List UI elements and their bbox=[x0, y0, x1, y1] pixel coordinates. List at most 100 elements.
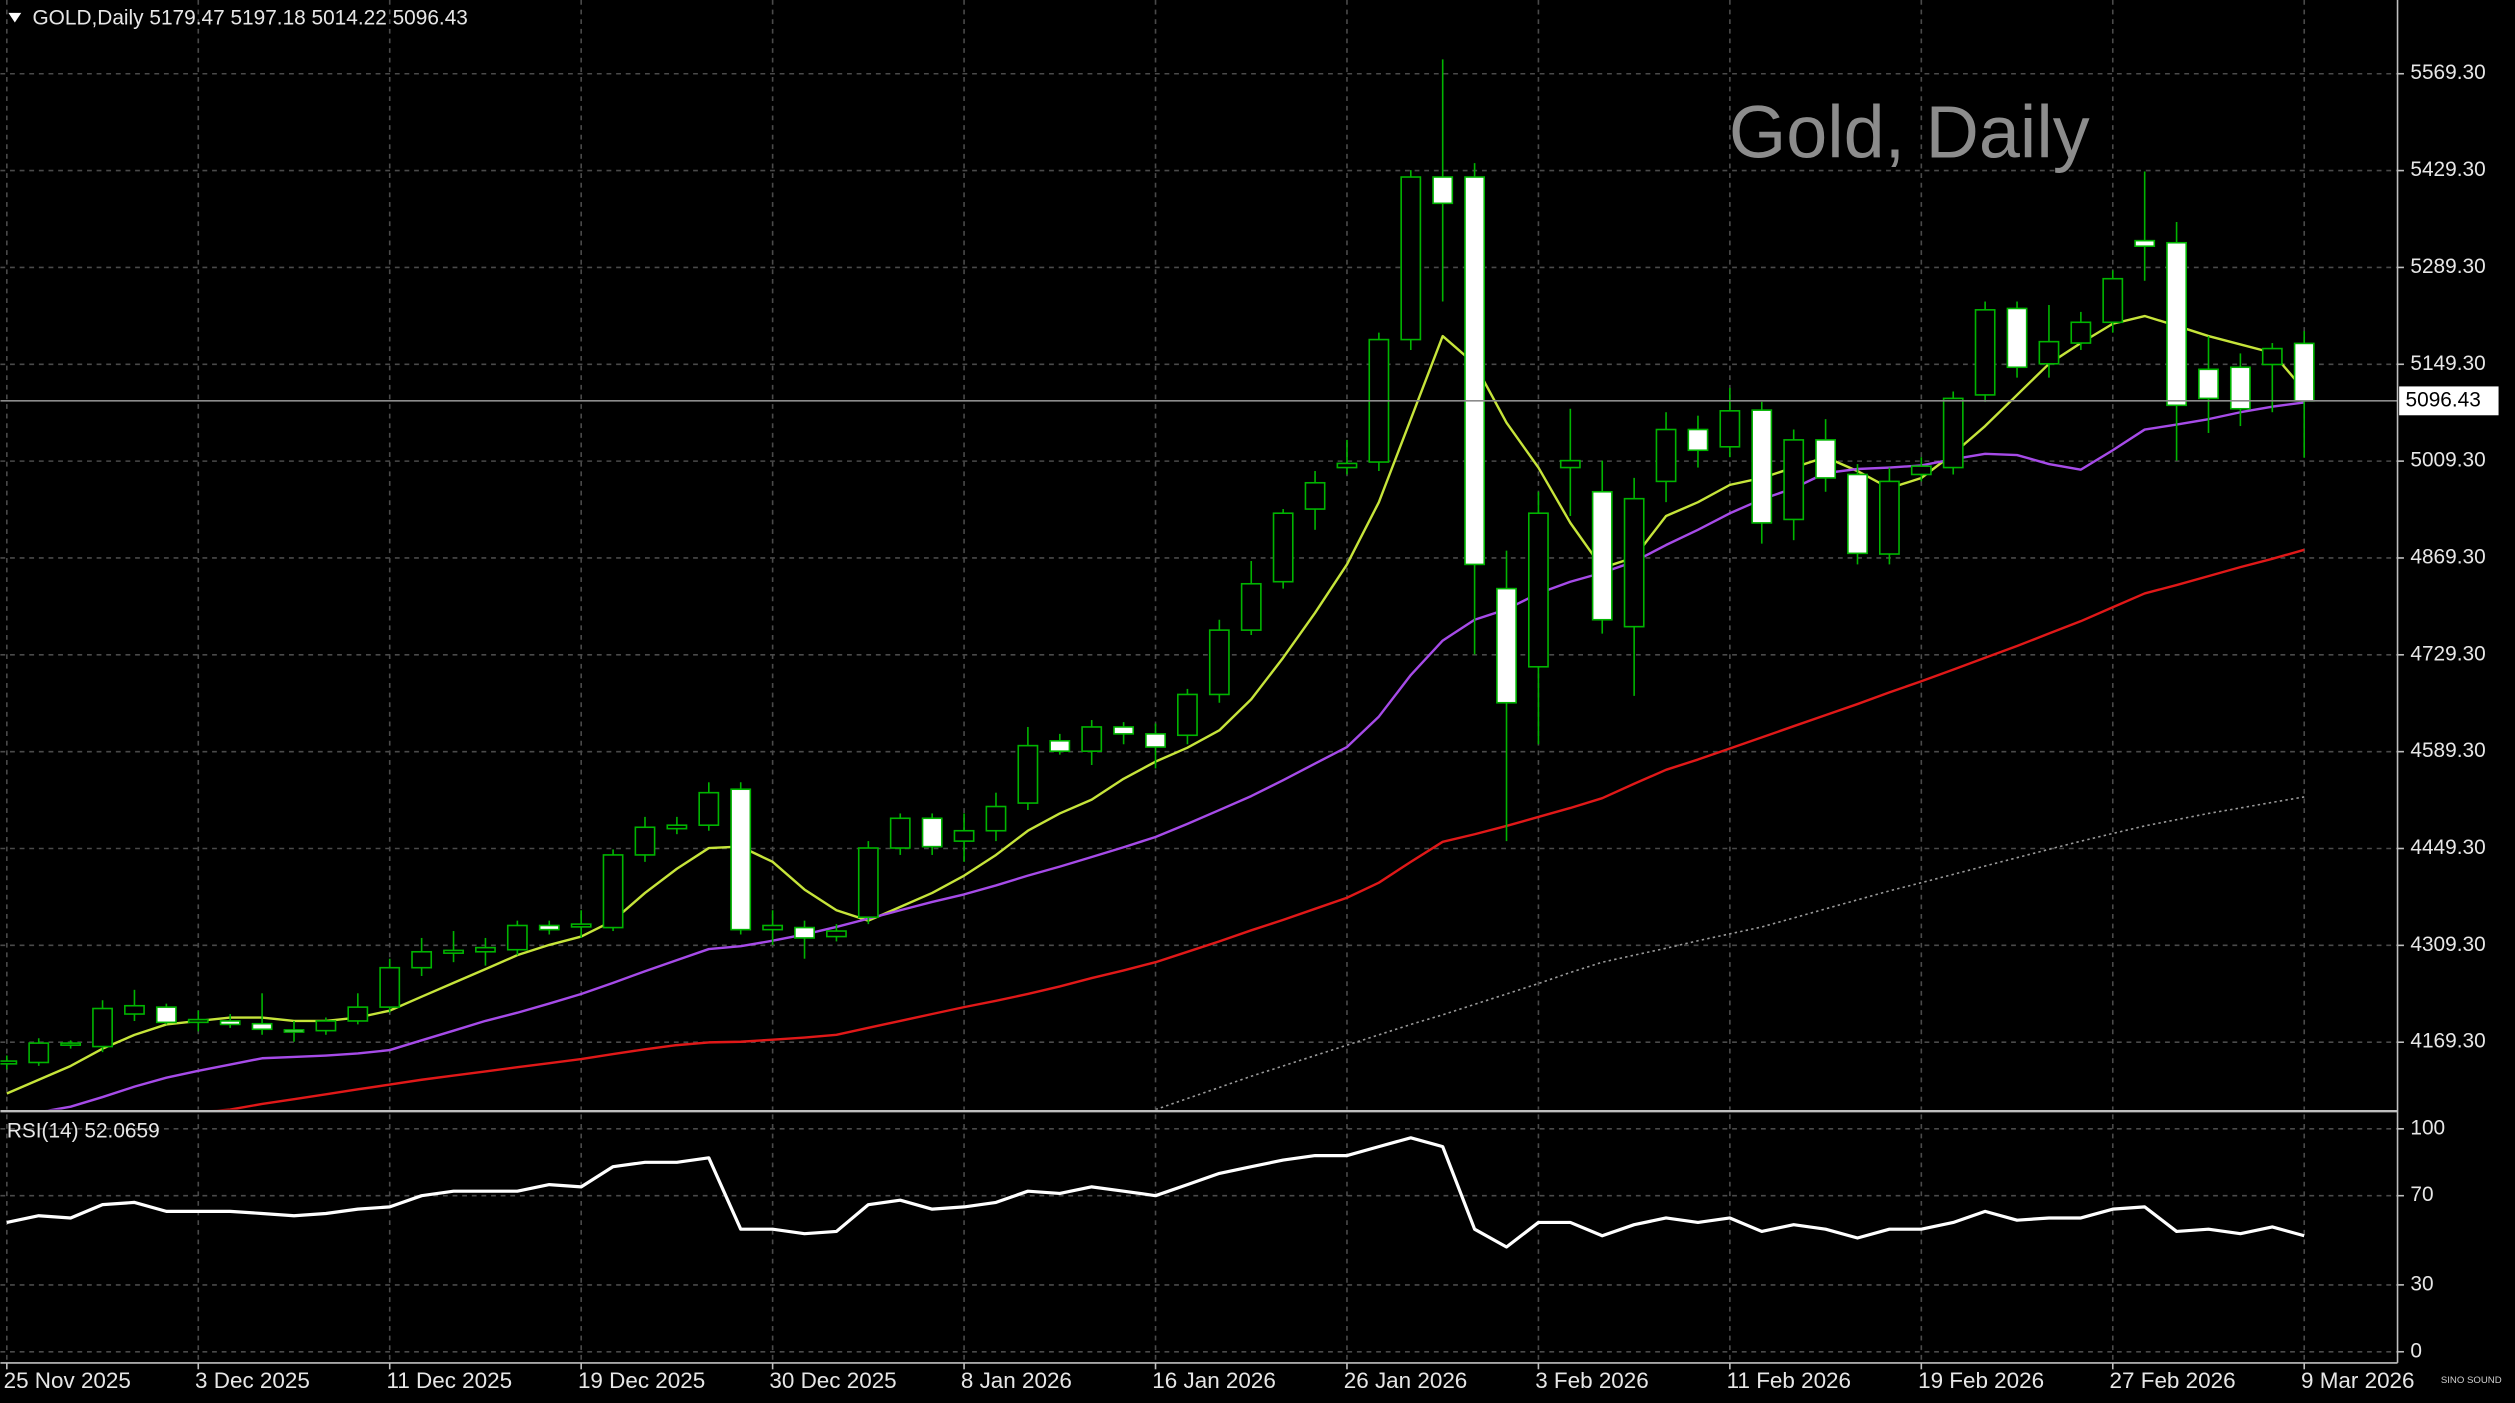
candle-body bbox=[506, 924, 528, 951]
candle-body bbox=[28, 1042, 50, 1064]
candle-body bbox=[251, 1022, 273, 1031]
candle-body bbox=[889, 817, 911, 849]
candle-body bbox=[1559, 459, 1581, 469]
candle-body bbox=[1655, 428, 1677, 483]
y-tick-label: 70 bbox=[2410, 1183, 2433, 1206]
candle-body bbox=[379, 966, 401, 1008]
candle-body bbox=[475, 946, 496, 953]
candle-body bbox=[1974, 309, 1996, 396]
candle-body bbox=[187, 1018, 209, 1024]
axes: 4169.30 4309.30 4449.30 4589.30 4729.30 4869.… bbox=[4, 61, 2499, 1393]
candle-body bbox=[985, 805, 1007, 832]
x-tick-label: 30 Dec 2025 bbox=[769, 1368, 896, 1393]
x-tick-label: 19 Dec 2025 bbox=[578, 1368, 705, 1393]
candle-body bbox=[538, 924, 560, 931]
y-tick-label: 4589.30 bbox=[2410, 739, 2485, 762]
y-tick-label: 30 bbox=[2410, 1272, 2433, 1295]
candle-body bbox=[570, 923, 592, 928]
candle-body bbox=[315, 1020, 337, 1032]
candle-body bbox=[1783, 439, 1805, 521]
candle-body bbox=[1336, 462, 1358, 469]
candle-body bbox=[1623, 497, 1645, 628]
y-tick-label: 0 bbox=[2410, 1339, 2422, 1362]
price-label-box bbox=[2399, 386, 2499, 416]
x-tick-label: 26 Jan 2026 bbox=[1344, 1368, 1468, 1393]
candle-body bbox=[1240, 582, 1262, 631]
y-tick-label: 5149.30 bbox=[2410, 352, 2485, 375]
x-tick-label: 25 Nov 2025 bbox=[4, 1368, 131, 1393]
price-label: 5096.43 bbox=[2406, 388, 2481, 411]
candle-body bbox=[794, 926, 815, 939]
candle-body bbox=[1113, 726, 1135, 735]
candle-body bbox=[1942, 397, 1964, 469]
candle-body bbox=[1177, 693, 1198, 737]
y-tick-label: 5009.30 bbox=[2410, 449, 2485, 472]
x-tick-label: 27 Feb 2026 bbox=[2110, 1368, 2236, 1393]
y-tick-label: 5569.30 bbox=[2410, 61, 2485, 84]
x-tick-label: 3 Feb 2026 bbox=[1535, 1368, 1649, 1393]
y-tick-label: 100 bbox=[2410, 1116, 2445, 1139]
chart-header: GOLD,Daily 5179.47 5197.18 5014.22 5096.… bbox=[32, 7, 467, 30]
candle-body bbox=[283, 1029, 305, 1033]
candle-body bbox=[1081, 726, 1103, 752]
x-tick-label: 19 Feb 2026 bbox=[1918, 1368, 2044, 1393]
menu-arrow[interactable] bbox=[8, 12, 22, 23]
y-tick-label: 5429.30 bbox=[2410, 158, 2485, 181]
rsi-title: RSI(14) 52.0659 bbox=[7, 1120, 160, 1143]
candle-body bbox=[1145, 733, 1166, 748]
candle-body bbox=[921, 817, 943, 848]
x-tick-label: 11 Dec 2025 bbox=[387, 1368, 513, 1393]
watermark-title: Gold, Daily bbox=[1729, 90, 2090, 173]
line-series bbox=[1155, 796, 2305, 1110]
candle-body bbox=[1910, 465, 1932, 476]
candle-body bbox=[92, 1007, 113, 1048]
candle-body bbox=[1272, 512, 1294, 583]
candle-body bbox=[411, 950, 433, 969]
candle-body bbox=[1432, 176, 1454, 205]
candle-body bbox=[634, 826, 656, 856]
candle-body bbox=[1464, 176, 1486, 566]
y-tick-label: 4729.30 bbox=[2410, 642, 2485, 665]
y-tick-label: 4309.30 bbox=[2410, 933, 2485, 956]
candle-body bbox=[155, 1006, 177, 1024]
x-tick-label: 8 Jan 2026 bbox=[961, 1368, 1072, 1393]
candle-body bbox=[1751, 409, 1773, 524]
candle-body bbox=[2102, 277, 2124, 324]
candle-body bbox=[1527, 512, 1549, 668]
candle-body bbox=[1815, 439, 1837, 479]
candle-body bbox=[1208, 629, 1230, 696]
candle-body bbox=[443, 949, 464, 954]
candle-body bbox=[1878, 480, 1900, 555]
candle-body bbox=[2038, 340, 2060, 365]
candle-body bbox=[2198, 368, 2219, 400]
price-panel bbox=[0, 59, 2398, 1110]
x-tick-label: 9 Mar 2026 bbox=[2301, 1368, 2415, 1393]
candle-body bbox=[60, 1042, 82, 1046]
candle-body bbox=[762, 924, 784, 931]
candle-body bbox=[857, 847, 879, 918]
line-series bbox=[216, 548, 2305, 1110]
candle-body bbox=[953, 829, 975, 842]
y-tick-label: 5289.30 bbox=[2410, 255, 2485, 278]
candle-body bbox=[666, 824, 688, 830]
y-tick-label: 4449.30 bbox=[2410, 836, 2485, 859]
candle-body bbox=[1400, 176, 1422, 341]
candle-body bbox=[1719, 410, 1741, 448]
candle-body bbox=[2229, 366, 2251, 410]
candle-body bbox=[2166, 241, 2188, 407]
candle-body bbox=[124, 1004, 145, 1015]
candle-body bbox=[1687, 428, 1709, 452]
rsi-panel bbox=[6, 1136, 2305, 1249]
candle-body bbox=[219, 1020, 241, 1026]
logo-text: SINO SOUND bbox=[2441, 1375, 2502, 1386]
candle-body bbox=[2070, 321, 2092, 344]
candle-body bbox=[2261, 347, 2283, 366]
candle-body bbox=[1017, 744, 1039, 804]
candle-body bbox=[2006, 307, 2028, 369]
x-tick-label: 16 Jan 2026 bbox=[1152, 1368, 1276, 1393]
candle-body bbox=[1304, 481, 1326, 510]
y-tick-label: 4869.30 bbox=[2410, 545, 2485, 568]
